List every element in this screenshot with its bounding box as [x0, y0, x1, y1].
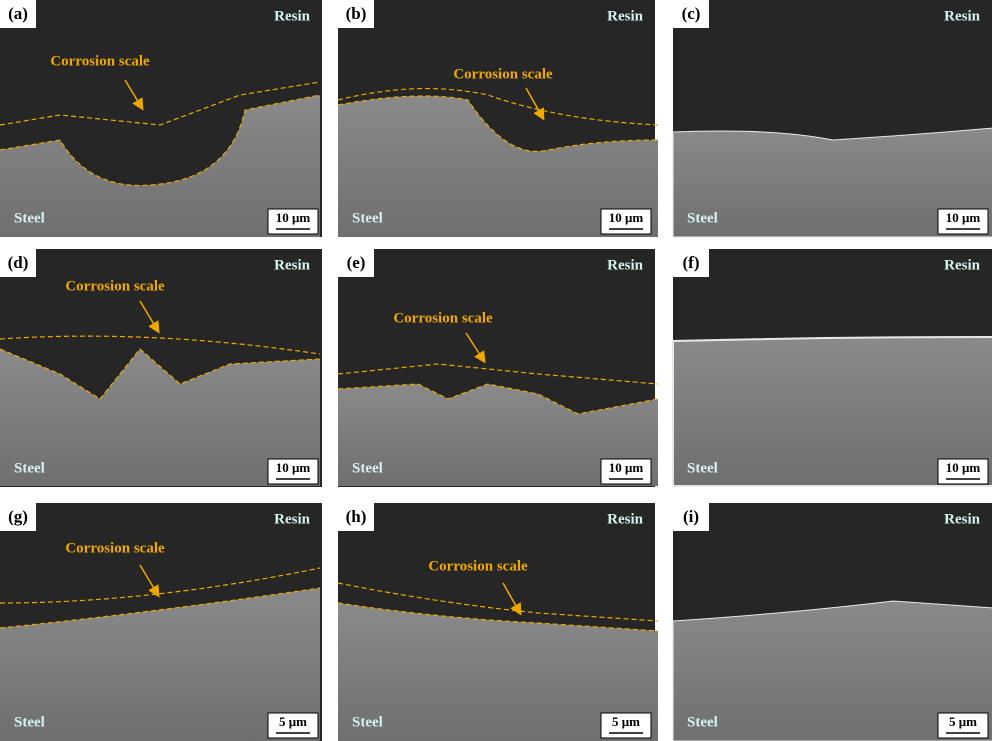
- panel-label: (a): [8, 4, 28, 23]
- steel-label: Steel: [352, 460, 383, 476]
- steel-label: Steel: [352, 714, 383, 730]
- steel-label: Steel: [14, 714, 45, 730]
- panel-label: (f): [683, 253, 700, 272]
- scale-outline: [337, 363, 659, 385]
- annotation: Corrosion scale: [65, 540, 165, 556]
- resin-label: Resin: [274, 8, 310, 24]
- resin-label: Resin: [944, 511, 980, 527]
- label-box: [338, 503, 374, 531]
- steel-label: Steel: [14, 460, 45, 476]
- resin-label: Resin: [274, 257, 310, 273]
- micrograph-panel: Corrosion scale (h) Resin Steel 5 μm: [337, 503, 659, 741]
- label-box: [338, 249, 374, 277]
- panel-label: (g): [8, 507, 28, 526]
- scale-outline: [0, 335, 321, 355]
- micrograph-panel: Corrosion scale (d) Resin Steel 10 μm: [0, 249, 322, 487]
- label-box: [673, 0, 709, 28]
- steel-outline: [0, 587, 321, 629]
- steel-label: Steel: [687, 714, 718, 730]
- label-box: [338, 0, 374, 28]
- micrograph-panel: Corrosion scale (a) Resin Steel 10 μm: [0, 0, 322, 237]
- steel-label: Steel: [14, 210, 45, 226]
- label-box: [0, 249, 36, 277]
- scale-outline: [0, 81, 321, 126]
- steel-outline: [337, 383, 659, 415]
- steel-outline: [337, 95, 659, 152]
- scale-bar-label: 10 μm: [609, 210, 644, 225]
- micrograph-panel: (c) Resin Steel 10 μm: [672, 0, 992, 238]
- scale-bar-box: [267, 458, 319, 485]
- scale-bar-box: [600, 712, 652, 739]
- micrograph-panel: (f) Resin Steel 10 μm: [672, 249, 992, 487]
- micrograph-panel: Corrosion scale (g) Resin Steel 5 μm: [0, 503, 322, 741]
- panel-label: (h): [346, 507, 367, 526]
- annotation: Corrosion scale: [65, 278, 165, 294]
- panel-label: (i): [683, 507, 699, 526]
- steel-label: Steel: [352, 210, 383, 226]
- steel-label: Steel: [687, 210, 718, 226]
- annotation-arrow: [139, 564, 160, 598]
- steel-region: [672, 127, 992, 238]
- steel-outline: [0, 348, 321, 400]
- steel-outline: [337, 602, 659, 632]
- scale-bar-box: [937, 458, 989, 485]
- annotation-arrow: [124, 79, 144, 111]
- steel-label: Steel: [687, 460, 718, 476]
- resin-label: Resin: [944, 8, 980, 24]
- steel-region: [0, 95, 320, 237]
- resin-label: Resin: [607, 257, 643, 273]
- annotation-arrow: [139, 300, 160, 334]
- scale-bar-box: [600, 208, 652, 235]
- annotation: Corrosion scale: [393, 310, 493, 326]
- scale-bar-label: 10 μm: [946, 210, 981, 225]
- annotation: Corrosion scale: [50, 53, 150, 69]
- steel-region: [0, 349, 320, 486]
- steel-region: [338, 96, 658, 237]
- scale-bar-box: [937, 208, 989, 235]
- resin-label: Resin: [607, 8, 643, 24]
- resin-label: Resin: [944, 257, 980, 273]
- panel-label: (c): [682, 4, 701, 23]
- scale-bar-label: 10 μm: [946, 460, 981, 475]
- annotation: Corrosion scale: [453, 66, 553, 82]
- micrograph-panel: Corrosion scale (e) Resin Steel 10 μm: [337, 249, 659, 487]
- panel-label: (d): [8, 253, 29, 272]
- annotation-arrow: [525, 87, 545, 121]
- steel-region: [338, 603, 658, 741]
- micrograph-panel: (i) Resin Steel 5 μm: [672, 503, 992, 741]
- label-box: [0, 0, 36, 28]
- label-box: [0, 503, 36, 531]
- steel-region: [672, 600, 992, 741]
- scale-outline: [337, 582, 659, 622]
- label-box: [673, 249, 709, 277]
- scale-bar-label: 10 μm: [276, 210, 311, 225]
- steel-region: [338, 384, 658, 486]
- scale-bar-box: [267, 712, 319, 739]
- annotation-arrow: [465, 332, 486, 364]
- scale-bar-box: [600, 458, 652, 485]
- scale-outline: [337, 88, 659, 126]
- scale-bar-label: 5 μm: [279, 714, 307, 729]
- scale-bar-label: 5 μm: [612, 714, 640, 729]
- label-box: [673, 503, 709, 531]
- annotation: Corrosion scale: [428, 558, 528, 574]
- steel-outline: [0, 94, 321, 187]
- panel-label: (e): [347, 253, 366, 272]
- scale-bar-label: 10 μm: [276, 460, 311, 475]
- panel-label: (b): [346, 4, 367, 23]
- resin-label: Resin: [274, 511, 310, 527]
- scale-bar-box: [267, 208, 319, 235]
- scale-bar-label: 5 μm: [949, 714, 977, 729]
- scale-bar-label: 10 μm: [609, 460, 644, 475]
- scale-bar-box: [937, 712, 989, 739]
- micrograph-panel: Corrosion scale (b) Resin Steel 10 μm: [337, 0, 659, 237]
- resin-label: Resin: [607, 511, 643, 527]
- annotation-arrow: [502, 582, 522, 616]
- steel-region: [672, 336, 992, 487]
- steel-region: [0, 588, 320, 741]
